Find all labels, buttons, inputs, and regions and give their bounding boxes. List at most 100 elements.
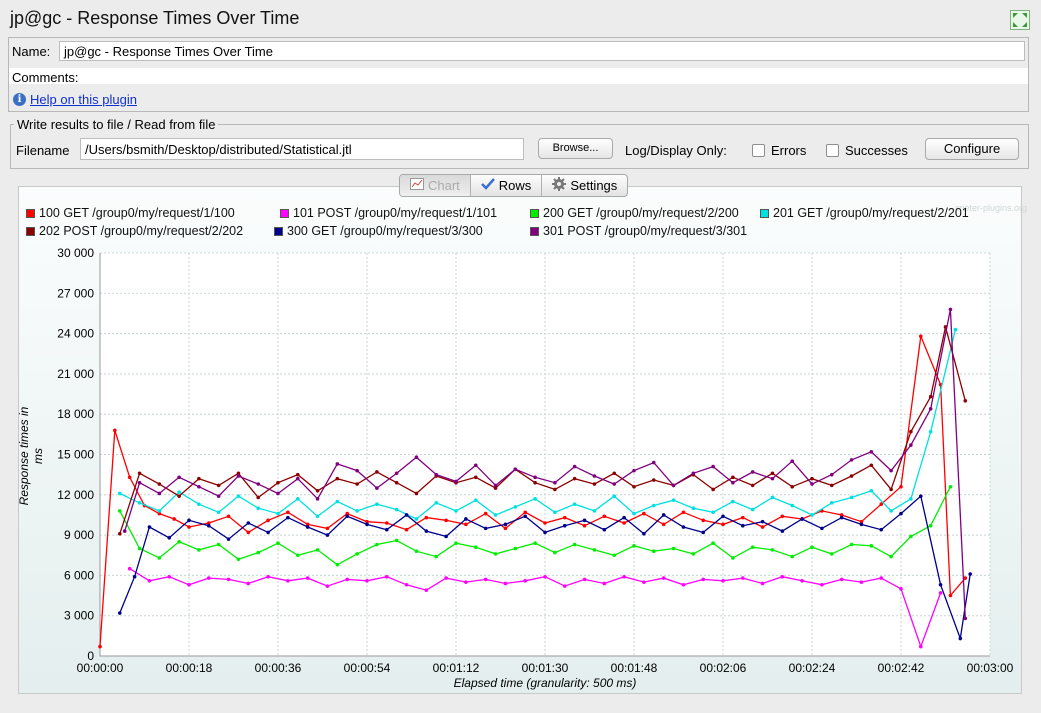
data-point xyxy=(721,522,725,527)
data-point xyxy=(651,460,656,465)
data-point xyxy=(963,398,968,403)
data-point xyxy=(113,428,117,433)
data-point xyxy=(256,495,261,500)
data-point xyxy=(424,588,429,592)
data-point xyxy=(216,510,221,515)
data-point xyxy=(582,577,587,582)
data-point xyxy=(750,470,755,474)
data-point xyxy=(187,583,191,587)
data-point xyxy=(345,514,350,519)
data-point xyxy=(236,557,241,562)
tab-rows-label: Rows xyxy=(498,178,532,193)
x-tick-label: 00:00:54 xyxy=(344,661,391,675)
data-point xyxy=(315,548,320,552)
data-point xyxy=(790,554,795,559)
x-tick-label: 00:02:24 xyxy=(789,661,836,675)
data-point xyxy=(276,541,280,545)
data-point xyxy=(206,523,211,528)
data-point xyxy=(632,511,636,516)
tab-rows[interactable]: Rows xyxy=(471,175,543,196)
data-point xyxy=(948,593,953,598)
expand-icon[interactable] xyxy=(1010,10,1030,30)
data-point xyxy=(810,545,814,549)
data-point xyxy=(375,486,379,490)
data-point xyxy=(434,472,439,477)
data-point xyxy=(780,529,785,533)
help-link-row[interactable]: i Help on this plugin xyxy=(13,92,137,107)
data-point xyxy=(157,556,162,560)
data-point xyxy=(533,480,537,485)
browse-button[interactable]: Browse... xyxy=(538,138,613,159)
data-point xyxy=(444,576,448,580)
data-point xyxy=(879,527,884,532)
legend-label: 202 POST /group0/my/request/2/202 xyxy=(39,224,244,238)
data-point xyxy=(938,591,943,595)
successes-checkbox[interactable] xyxy=(826,144,839,157)
data-point xyxy=(859,580,864,584)
data-point xyxy=(305,522,310,527)
data-point xyxy=(572,464,577,469)
comments-field[interactable] xyxy=(9,68,1028,84)
data-point xyxy=(414,517,419,521)
data-point xyxy=(276,491,280,496)
data-point xyxy=(394,471,399,476)
data-point xyxy=(473,545,478,549)
name-field[interactable]: jp@gc - Response Times Over Time xyxy=(59,41,1025,61)
data-point xyxy=(572,542,577,547)
data-point xyxy=(355,552,359,556)
data-point xyxy=(315,514,320,519)
data-point xyxy=(503,522,508,527)
data-point xyxy=(800,578,804,583)
tab-settings[interactable]: Settings xyxy=(542,175,627,196)
data-point xyxy=(147,578,152,583)
data-point xyxy=(473,463,478,468)
data-point xyxy=(909,429,913,434)
filename-field[interactable]: /Users/bsmith/Desktop/distributed/Statis… xyxy=(80,138,524,160)
errors-checkbox[interactable] xyxy=(752,144,765,157)
data-point xyxy=(295,497,300,501)
data-point xyxy=(197,502,201,507)
data-point xyxy=(602,581,607,586)
data-point xyxy=(701,518,706,523)
data-point xyxy=(157,491,162,496)
data-point xyxy=(671,483,676,488)
data-point xyxy=(454,541,458,545)
x-tick-label: 00:01:12 xyxy=(433,661,480,675)
data-point xyxy=(602,527,607,532)
data-point xyxy=(543,521,547,525)
data-point xyxy=(325,533,330,537)
data-point xyxy=(780,574,785,579)
checkmark-icon xyxy=(480,178,495,193)
data-point xyxy=(909,497,913,501)
data-point xyxy=(226,514,231,519)
data-point xyxy=(513,546,518,551)
data-point xyxy=(295,553,300,558)
data-point xyxy=(820,583,824,587)
data-point xyxy=(691,471,696,476)
tab-chart[interactable]: Chart xyxy=(400,175,471,196)
data-point xyxy=(632,544,636,548)
name-label: Name: xyxy=(12,44,51,59)
data-point xyxy=(246,530,251,535)
successes-label: Successes xyxy=(845,143,908,158)
data-point xyxy=(315,488,320,493)
data-point xyxy=(137,546,142,551)
data-point xyxy=(216,483,221,488)
x-tick-label: 00:01:48 xyxy=(611,661,658,675)
data-point xyxy=(226,537,231,541)
legend-swatch xyxy=(274,226,283,236)
legend-item: 202 POST /group0/my/request/2/202 xyxy=(26,224,243,238)
data-point xyxy=(454,509,458,513)
data-point xyxy=(157,482,162,486)
configure-button[interactable]: Configure xyxy=(925,138,1019,160)
series-line xyxy=(129,568,942,649)
data-point xyxy=(612,471,617,476)
data-point xyxy=(266,518,270,523)
data-point xyxy=(394,538,399,543)
data-point xyxy=(928,394,933,399)
legend-swatch xyxy=(760,208,769,218)
data-point xyxy=(859,519,864,524)
legend-swatch xyxy=(280,208,289,218)
help-link[interactable]: Help on this plugin xyxy=(30,92,137,107)
